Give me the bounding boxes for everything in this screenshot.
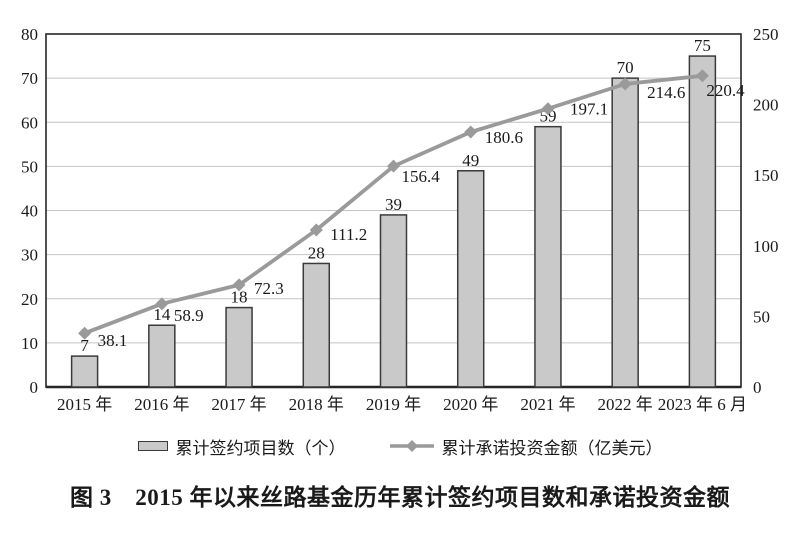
right-axis-tick-label: 100 (753, 237, 779, 256)
x-axis-label: 2016 年 (134, 395, 189, 414)
line-value-label: 180.6 (485, 128, 523, 147)
legend-item-investment: 累计承诺投资金额（亿美元） (389, 434, 663, 459)
legend-item-projects: 累计签约项目数（个） (137, 434, 346, 459)
bar-value-label: 7 (80, 336, 89, 355)
x-axis-label: 2019 年 (366, 395, 421, 414)
line-marker (695, 69, 709, 83)
x-axis-label: 2020 年 (443, 395, 498, 414)
x-axis-label: 2022 年 (598, 395, 653, 414)
line-marker (618, 77, 632, 91)
bar-value-label: 18 (231, 288, 248, 307)
line-value-label: 197.1 (570, 100, 608, 119)
left-axis-tick-label: 70 (21, 69, 38, 88)
bar (225, 306, 253, 388)
line-value-label: 220.4 (706, 81, 745, 100)
bar-value-label: 49 (462, 151, 479, 170)
line-marker (155, 297, 169, 311)
left-axis-tick-label: 50 (21, 157, 38, 176)
line-diamond-swatch-icon (389, 440, 434, 452)
x-axis-label: 2018 年 (289, 395, 344, 414)
line-marker (232, 278, 246, 292)
right-axis-tick-label: 200 (753, 96, 779, 115)
right-axis-tick-label: 0 (753, 378, 762, 397)
x-axis-label: 2017 年 (211, 395, 266, 414)
bar-series-swatch-icon (137, 441, 168, 451)
left-axis-tick-label: 10 (21, 334, 38, 353)
right-axis-tick-label: 50 (753, 307, 770, 326)
bar-value-label: 75 (694, 36, 711, 55)
left-axis-tick-label: 40 (21, 202, 38, 221)
bar (302, 262, 331, 388)
left-axis-tick-label: 60 (21, 113, 38, 132)
left-axis-tick-label: 30 (21, 246, 38, 265)
bar (534, 125, 562, 388)
chart-legend: 累计签约项目数（个） 累计承诺投资金额（亿美元） (0, 426, 800, 466)
line-value-label: 72.3 (254, 279, 284, 298)
right-axis-tick-label: 150 (753, 166, 779, 185)
combo-chart: 7141828394959707538.158.972.3111.2156.41… (21, 25, 779, 414)
x-axis-label: 2023 年 6 月 (658, 395, 747, 414)
bar (611, 77, 639, 388)
legend-label-investment: 累计承诺投资金额（亿美元） (441, 438, 663, 458)
line-value-label: 111.2 (330, 225, 367, 244)
bar (70, 355, 99, 388)
bar-value-label: 39 (385, 195, 402, 214)
bar-value-label: 28 (308, 243, 325, 262)
figure-caption: 图 3 2015 年以来丝路基金历年累计签约项目数和承诺投资金额 (70, 485, 730, 510)
left-axis-tick-label: 20 (21, 290, 38, 309)
line-marker (387, 159, 400, 173)
bar (688, 55, 717, 388)
line-value-label: 38.1 (98, 331, 128, 350)
line-value-label: 58.9 (174, 306, 204, 325)
bar-value-label: 70 (617, 58, 634, 77)
left-axis-tick-label: 80 (21, 25, 38, 44)
x-axis-label: 2021 年 (520, 395, 575, 414)
line-value-label: 214.6 (647, 83, 685, 102)
line-marker (541, 102, 555, 116)
line-marker (309, 223, 323, 237)
line-value-label: 156.4 (402, 167, 441, 186)
legend-label-projects: 累计签约项目数（个） (175, 438, 346, 458)
left-axis-tick-label: 0 (30, 378, 39, 397)
line-marker (464, 125, 478, 139)
bar (379, 214, 408, 388)
x-axis-label: 2015 年 (57, 395, 112, 414)
right-axis-tick-label: 250 (753, 25, 779, 44)
bar (148, 324, 176, 388)
bar (456, 170, 485, 388)
bar-value-label: 14 (153, 305, 171, 324)
line-marker (78, 326, 92, 340)
